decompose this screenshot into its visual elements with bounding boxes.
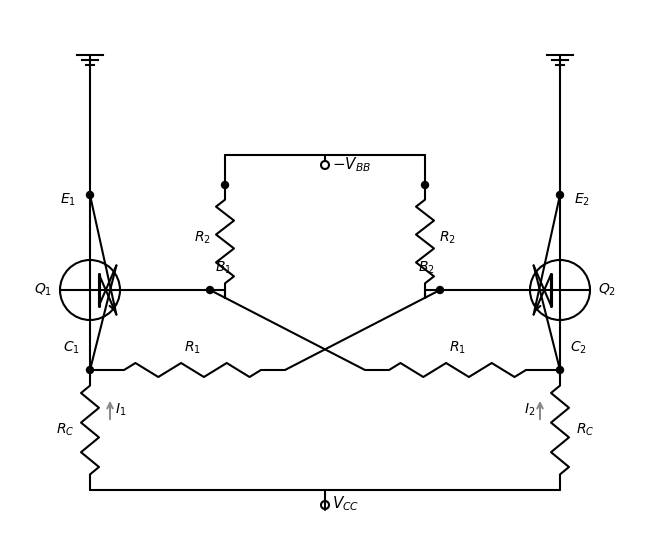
Text: $R_2$: $R_2$ xyxy=(194,229,211,246)
Circle shape xyxy=(207,287,213,294)
Text: $C_2$: $C_2$ xyxy=(570,339,587,356)
Text: $-V_{BB}$: $-V_{BB}$ xyxy=(332,156,371,175)
Text: $B_1$: $B_1$ xyxy=(215,259,232,276)
Circle shape xyxy=(86,192,94,199)
Text: $I_2$: $I_2$ xyxy=(524,402,535,418)
Text: $R_1$: $R_1$ xyxy=(449,339,466,356)
Text: $Q_2$: $Q_2$ xyxy=(598,282,616,298)
Circle shape xyxy=(437,287,443,294)
Circle shape xyxy=(222,182,229,188)
Circle shape xyxy=(556,192,564,199)
Text: $R_C$: $R_C$ xyxy=(576,422,594,438)
Text: $E_1$: $E_1$ xyxy=(60,192,76,208)
Text: $R_C$: $R_C$ xyxy=(56,422,74,438)
Circle shape xyxy=(86,366,94,374)
Text: $I_1$: $I_1$ xyxy=(115,402,126,418)
Text: $Q_1$: $Q_1$ xyxy=(34,282,52,298)
Text: $B_2$: $B_2$ xyxy=(418,259,435,276)
Text: $C_1$: $C_1$ xyxy=(63,339,80,356)
Text: $R_1$: $R_1$ xyxy=(184,339,201,356)
Circle shape xyxy=(421,182,428,188)
Circle shape xyxy=(556,366,564,374)
Text: $V_{CC}$: $V_{CC}$ xyxy=(332,495,359,513)
Text: $R_2$: $R_2$ xyxy=(439,229,456,246)
Text: $E_2$: $E_2$ xyxy=(574,192,590,208)
